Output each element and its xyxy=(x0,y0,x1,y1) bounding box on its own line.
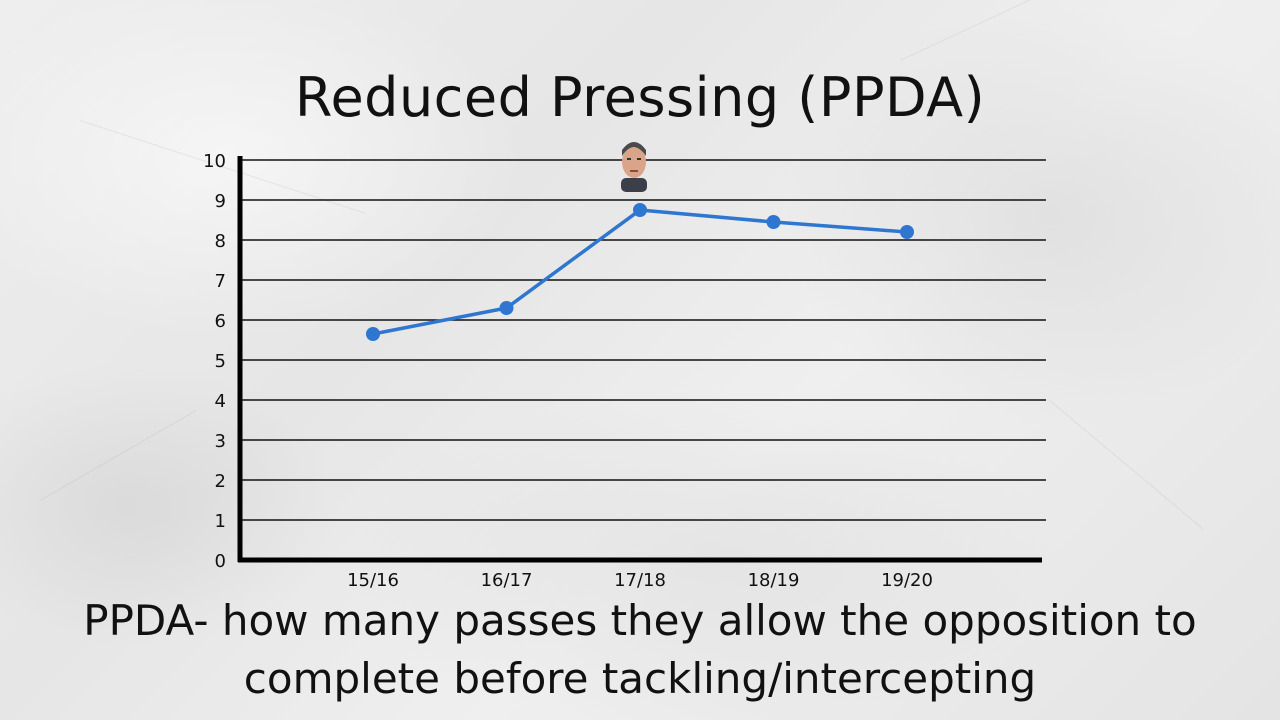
x-tick-label: 15/16 xyxy=(347,570,399,591)
x-tick-label: 17/18 xyxy=(614,570,666,591)
y-tick-label: 0 xyxy=(215,551,226,572)
x-tick-label: 16/17 xyxy=(481,570,533,591)
y-tick-label: 5 xyxy=(215,351,226,372)
y-tick-label: 6 xyxy=(215,311,226,332)
caption-line-2: complete before tackling/intercepting xyxy=(243,654,1037,703)
y-tick-label: 9 xyxy=(215,191,226,212)
y-tick-label: 2 xyxy=(215,471,226,492)
series-line xyxy=(372,208,908,336)
chart-title: Reduced Pressing (PPDA) xyxy=(294,66,986,129)
data-point xyxy=(766,215,781,229)
data-point xyxy=(366,327,380,341)
x-tick-label: 19/20 xyxy=(881,570,933,591)
caption-line-1: PPDA- how many passes they allow the opp… xyxy=(83,596,1197,645)
data-point xyxy=(499,301,514,315)
data-point xyxy=(900,225,914,239)
y-tick-label: 7 xyxy=(215,271,226,292)
y-tick-label: 10 xyxy=(203,151,226,172)
caption: PPDA- how many passes they allow the opp… xyxy=(0,592,1280,708)
y-tick-label: 1 xyxy=(215,511,226,532)
y-tick-label: 4 xyxy=(215,391,226,412)
y-tick-label: 8 xyxy=(215,231,226,252)
y-tick-label: 3 xyxy=(215,431,226,452)
ppda-line-chart: 0 1 2 3 4 5 6 7 8 9 10 15/16 16/17 17/18 18/19 19/20 xyxy=(203,142,1046,591)
x-tick-label: 18/19 xyxy=(748,570,800,591)
manager-portrait-icon xyxy=(621,142,647,192)
data-point xyxy=(633,203,647,217)
